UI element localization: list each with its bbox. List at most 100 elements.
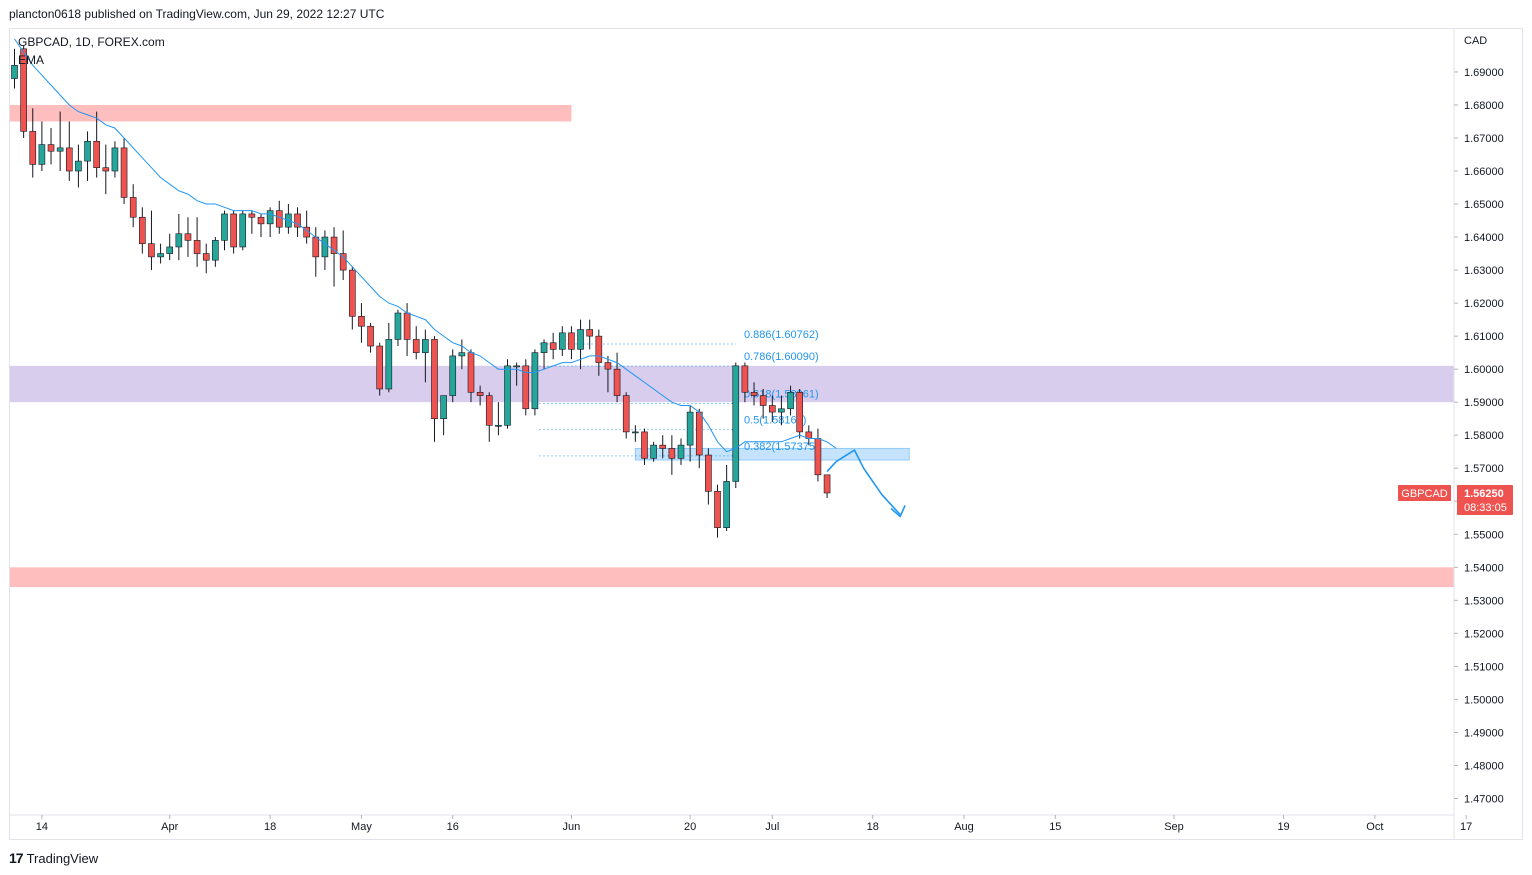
candle [513, 362, 520, 386]
price-tick-label: 1.47000 [1464, 793, 1504, 805]
candle [120, 137, 128, 205]
candle-body [394, 312, 402, 340]
candle [677, 438, 685, 465]
candle [586, 319, 593, 350]
candle [768, 395, 776, 422]
candle [175, 213, 183, 261]
candle-body [458, 352, 466, 357]
candle-body [823, 474, 831, 494]
price-tick-label: 1.62000 [1464, 298, 1504, 310]
candle-body [796, 391, 803, 433]
tradingview-logo[interactable]: 17 TradingView [9, 850, 98, 866]
price-tick-label: 1.68000 [1464, 100, 1504, 112]
candle [202, 243, 210, 274]
fib-label-3: 0.5(1.58168) [744, 415, 806, 427]
tradingview-logo-icon: 17 [9, 850, 24, 866]
candle [632, 425, 639, 442]
candle-body [275, 210, 283, 228]
candle [531, 349, 539, 416]
ema-indicator-label[interactable]: EMA [18, 53, 45, 67]
candle-body [586, 329, 593, 337]
candle [723, 464, 730, 531]
candle [449, 349, 457, 403]
price-tick-label: 1.63000 [1464, 265, 1504, 277]
candle [111, 141, 119, 178]
candle-body [549, 342, 557, 350]
candle-body [714, 491, 721, 528]
candle-body [93, 140, 100, 169]
candle-body [184, 233, 192, 241]
candle-body [431, 339, 438, 419]
candle-body [732, 365, 740, 482]
candle [750, 382, 758, 406]
candle-body [513, 365, 520, 368]
candle-body [440, 395, 447, 419]
price-tick-label: 1.53000 [1464, 595, 1504, 607]
candle-body [349, 269, 356, 317]
candle [38, 121, 46, 172]
candle [686, 405, 694, 462]
candle [84, 131, 91, 181]
candle [394, 309, 402, 347]
candle-body [367, 325, 374, 347]
time-tick-label: 18 [264, 821, 276, 833]
price-tick-label: 1.49000 [1464, 727, 1504, 739]
candle-body [504, 365, 511, 426]
candle [376, 342, 384, 396]
candle-body [339, 253, 347, 271]
zone-1 [10, 365, 1454, 403]
time-tick-label: Apr [161, 821, 178, 833]
candle-body [248, 213, 256, 218]
candle [221, 210, 228, 251]
candle [814, 428, 822, 482]
candle [56, 111, 64, 172]
candle-body [613, 368, 621, 396]
price-tick-label: 1.59000 [1464, 397, 1504, 409]
candle [604, 355, 612, 393]
price-tick-label: 1.50000 [1464, 694, 1504, 706]
candle [303, 210, 310, 244]
candle [422, 329, 429, 383]
candle-body [29, 131, 37, 165]
candle-body [47, 144, 55, 152]
candle-body [266, 210, 274, 225]
candle [549, 332, 557, 360]
chart-canvas[interactable]: 0.886(1.60762)0.786(1.60090)0.618(1.5896… [0, 0, 1532, 845]
candle-body [787, 391, 794, 410]
time-tick-label: Jun [563, 821, 581, 833]
candle [522, 359, 530, 416]
time-tick-label: 17 [1460, 821, 1472, 833]
candle [330, 227, 338, 287]
candle-body [750, 391, 758, 396]
time-tick-label: 14 [36, 821, 48, 833]
candle-body [202, 253, 210, 261]
tradingview-brand: TradingView [26, 850, 99, 866]
candle-body [577, 329, 584, 350]
candle-body [166, 246, 174, 254]
price-tick-label: 1.60000 [1464, 364, 1504, 376]
candle [568, 326, 575, 360]
candle-body [768, 405, 776, 413]
candle [157, 243, 164, 264]
candle [440, 395, 447, 436]
candle [495, 402, 502, 436]
candle [230, 210, 237, 254]
candle [102, 144, 110, 195]
candle [431, 336, 438, 442]
candle [650, 441, 657, 462]
candle-body [531, 352, 539, 410]
last-price-countdown: 08:33:05 [1464, 502, 1507, 514]
candle [714, 484, 721, 538]
candle-body [558, 332, 566, 350]
time-tick-label: May [351, 821, 372, 833]
candle [266, 207, 274, 238]
candle [321, 230, 329, 271]
zone-3 [10, 567, 1454, 588]
price-tick-label: 1.55000 [1464, 529, 1504, 541]
time-tick-label: 20 [684, 821, 696, 833]
candle [412, 326, 420, 360]
candle-body [467, 352, 475, 393]
candle-body [485, 395, 493, 426]
candle-body [422, 339, 429, 353]
candle-body [120, 147, 128, 198]
